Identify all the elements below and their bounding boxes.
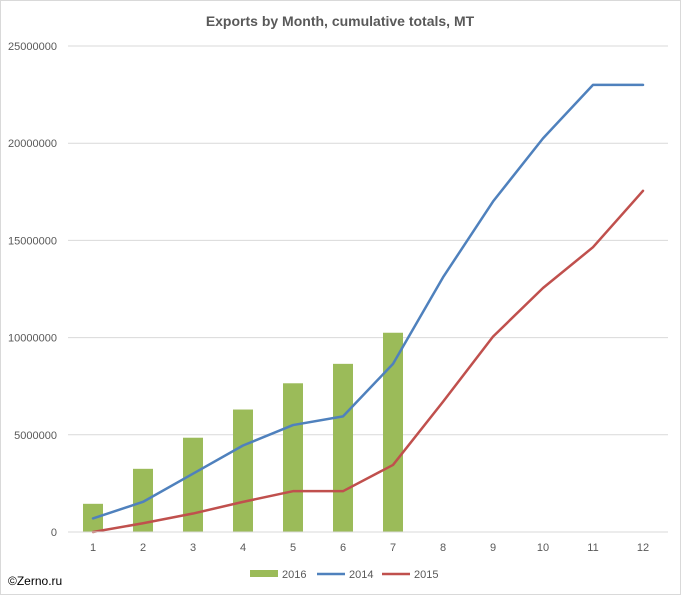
x-tick-label: 2: [140, 542, 146, 554]
legend-label: 2016: [282, 569, 306, 581]
x-tick-label: 4: [240, 542, 246, 554]
bar-2016-2: [133, 468, 153, 532]
x-tick-label: 1: [90, 542, 96, 554]
y-tick-label: 15000000: [8, 235, 57, 247]
series-lines: [91, 83, 645, 534]
legend-item-2014: 2014: [317, 569, 373, 581]
legend: 2016 2014 2015: [250, 569, 438, 581]
legend-label: 2015: [414, 569, 438, 581]
x-tick-label: 3: [190, 542, 196, 554]
x-tick-label: 7: [390, 542, 396, 554]
credit-text: ©Zerno.ru: [8, 574, 62, 588]
legend-item-2015: 2015: [382, 569, 438, 581]
legend-label: 2014: [349, 569, 373, 581]
bar-2016-3: [183, 437, 203, 532]
gridlines: [68, 45, 668, 436]
x-tick-label: 12: [637, 542, 649, 554]
x-axis: 1 2 3 4 5 6 7 8 9 10 11 12: [90, 542, 649, 554]
y-tick-label: 20000000: [8, 138, 57, 150]
legend-item-2016: 2016: [250, 569, 306, 581]
x-tick-label: 9: [490, 542, 496, 554]
bar-2016-5: [283, 383, 303, 532]
y-tick-label: 25000000: [8, 41, 57, 53]
y-tick-label: 5000000: [14, 430, 57, 442]
bar-2016-6: [333, 363, 353, 532]
bars-2016: [83, 332, 403, 532]
x-tick-label: 5: [290, 542, 296, 554]
x-tick-label: 10: [537, 542, 549, 554]
y-tick-label: 0: [51, 527, 57, 539]
y-axis: 0 5000000 10000000 15000000 20000000 25000000: [8, 41, 57, 539]
bar-2016-4: [233, 409, 253, 532]
bar-2016-7: [383, 332, 403, 532]
y-tick-label: 10000000: [8, 333, 57, 345]
line-2014: [91, 83, 645, 520]
x-tick-label: 11: [587, 542, 598, 554]
legend-swatch: [250, 570, 278, 577]
line-2015: [91, 189, 645, 534]
x-tick-label: 6: [340, 542, 346, 554]
chart-title: Exports by Month, cumulative totals, MT: [206, 13, 475, 29]
x-tick-label: 8: [440, 542, 446, 554]
